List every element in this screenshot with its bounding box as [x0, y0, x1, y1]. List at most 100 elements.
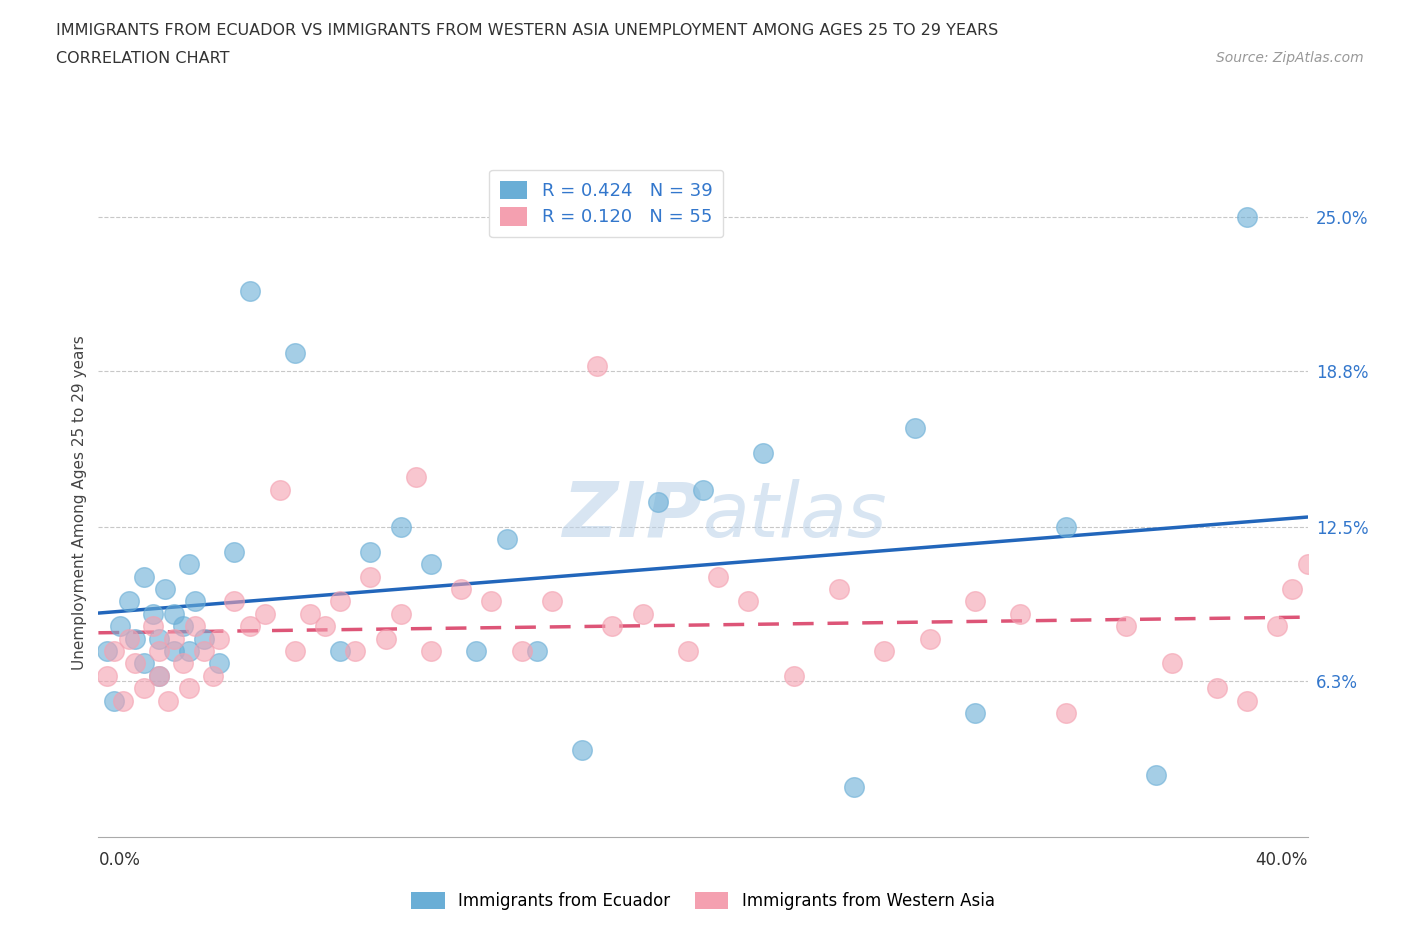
Point — [374, 631, 396, 646]
Point — [904, 420, 927, 435]
Point — [208, 631, 231, 646]
Point — [103, 693, 125, 708]
Point — [142, 606, 165, 621]
Point — [163, 644, 186, 658]
Point — [124, 631, 146, 646]
Point — [541, 594, 564, 609]
Point — [193, 631, 215, 646]
Point — [148, 631, 170, 646]
Y-axis label: Unemployment Among Ages 25 to 29 years: Unemployment Among Ages 25 to 29 years — [72, 335, 87, 670]
Point — [631, 606, 654, 621]
Point — [284, 346, 307, 361]
Point — [965, 594, 987, 609]
Point — [329, 644, 352, 658]
Point — [148, 669, 170, 684]
Point — [118, 594, 141, 609]
Point — [1054, 706, 1077, 721]
Point — [172, 618, 194, 633]
Point — [284, 644, 307, 658]
Point — [1296, 557, 1319, 572]
Point — [1267, 618, 1289, 633]
Point — [420, 644, 443, 658]
Point — [224, 544, 246, 559]
Point — [184, 618, 207, 633]
Point — [526, 644, 548, 658]
Point — [208, 656, 231, 671]
Point — [389, 606, 412, 621]
Point — [163, 606, 186, 621]
Point — [1146, 767, 1168, 782]
Point — [202, 669, 225, 684]
Point — [239, 284, 262, 299]
Point — [111, 693, 134, 708]
Point — [179, 681, 201, 696]
Point — [163, 631, 186, 646]
Point — [844, 780, 866, 795]
Point — [510, 644, 533, 658]
Point — [1236, 693, 1258, 708]
Point — [828, 581, 851, 596]
Point — [179, 644, 201, 658]
Point — [752, 445, 775, 460]
Point — [132, 656, 155, 671]
Point — [344, 644, 367, 658]
Text: ZIP: ZIP — [564, 479, 703, 552]
Point — [153, 581, 176, 596]
Point — [360, 569, 382, 584]
Point — [360, 544, 382, 559]
Point — [873, 644, 896, 658]
Point — [465, 644, 488, 658]
Point — [405, 470, 427, 485]
Point — [314, 618, 336, 633]
Point — [965, 706, 987, 721]
Point — [299, 606, 322, 621]
Point — [172, 656, 194, 671]
Legend: R = 0.424   N = 39, R = 0.120   N = 55: R = 0.424 N = 39, R = 0.120 N = 55 — [489, 170, 723, 237]
Point — [96, 669, 118, 684]
Point — [179, 557, 201, 572]
Point — [495, 532, 517, 547]
Point — [142, 618, 165, 633]
Point — [918, 631, 941, 646]
Point — [602, 618, 624, 633]
Point — [1206, 681, 1229, 696]
Point — [571, 743, 593, 758]
Point — [1115, 618, 1137, 633]
Text: 0.0%: 0.0% — [98, 851, 141, 869]
Point — [253, 606, 276, 621]
Point — [132, 569, 155, 584]
Point — [118, 631, 141, 646]
Point — [481, 594, 503, 609]
Text: IMMIGRANTS FROM ECUADOR VS IMMIGRANTS FROM WESTERN ASIA UNEMPLOYMENT AMONG AGES : IMMIGRANTS FROM ECUADOR VS IMMIGRANTS FR… — [56, 23, 998, 38]
Point — [1010, 606, 1032, 621]
Point — [389, 520, 412, 535]
Point — [692, 483, 714, 498]
Legend: Immigrants from Ecuador, Immigrants from Western Asia: Immigrants from Ecuador, Immigrants from… — [405, 885, 1001, 917]
Point — [108, 618, 131, 633]
Text: 40.0%: 40.0% — [1256, 851, 1308, 869]
Point — [707, 569, 730, 584]
Point — [586, 358, 609, 373]
Point — [239, 618, 262, 633]
Text: CORRELATION CHART: CORRELATION CHART — [56, 51, 229, 66]
Point — [96, 644, 118, 658]
Point — [269, 483, 291, 498]
Point — [420, 557, 443, 572]
Point — [184, 594, 207, 609]
Point — [224, 594, 246, 609]
Point — [148, 644, 170, 658]
Point — [103, 644, 125, 658]
Point — [156, 693, 179, 708]
Point — [1054, 520, 1077, 535]
Point — [676, 644, 699, 658]
Point — [132, 681, 155, 696]
Point — [1160, 656, 1182, 671]
Point — [1281, 581, 1303, 596]
Point — [783, 669, 806, 684]
Point — [329, 594, 352, 609]
Point — [148, 669, 170, 684]
Point — [1236, 209, 1258, 224]
Point — [193, 644, 215, 658]
Text: atlas: atlas — [703, 479, 887, 552]
Point — [450, 581, 472, 596]
